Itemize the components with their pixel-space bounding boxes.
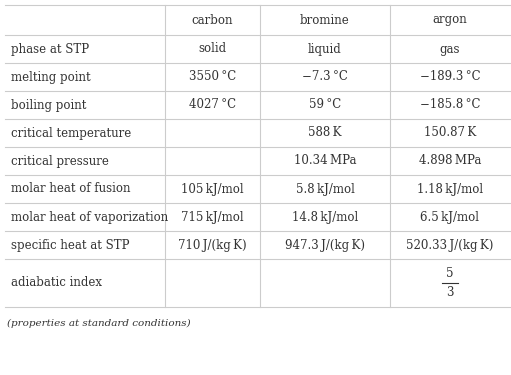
Text: 14.8 kJ/mol: 14.8 kJ/mol (292, 210, 358, 224)
Text: −189.3 °C: −189.3 °C (420, 70, 480, 84)
Text: argon: argon (433, 13, 468, 27)
Text: molar heat of vaporization: molar heat of vaporization (11, 210, 168, 224)
Text: critical temperature: critical temperature (11, 126, 131, 140)
Text: 520.33 J/(kg K): 520.33 J/(kg K) (406, 238, 494, 252)
Text: 3550 °C: 3550 °C (189, 70, 236, 84)
Text: (properties at standard conditions): (properties at standard conditions) (7, 319, 191, 328)
Text: liquid: liquid (308, 42, 342, 56)
Text: 947.3 J/(kg K): 947.3 J/(kg K) (285, 238, 365, 252)
Text: melting point: melting point (11, 70, 90, 84)
Text: specific heat at STP: specific heat at STP (11, 238, 129, 252)
Text: 4027 °C: 4027 °C (189, 99, 236, 111)
Text: 10.34 MPa: 10.34 MPa (294, 154, 356, 168)
Text: carbon: carbon (192, 13, 233, 27)
Text: phase at STP: phase at STP (11, 42, 89, 56)
Text: 588 K: 588 K (308, 126, 342, 140)
Text: 4.898 MPa: 4.898 MPa (419, 154, 481, 168)
Text: adiabatic index: adiabatic index (11, 276, 102, 290)
Text: 715 kJ/mol: 715 kJ/mol (181, 210, 244, 224)
Text: molar heat of fusion: molar heat of fusion (11, 183, 130, 195)
Text: critical pressure: critical pressure (11, 154, 109, 168)
Text: 3: 3 (446, 286, 454, 299)
Text: 6.5 kJ/mol: 6.5 kJ/mol (421, 210, 479, 224)
Text: 150.87 K: 150.87 K (424, 126, 476, 140)
Text: −7.3 °C: −7.3 °C (302, 70, 348, 84)
Text: 5.8 kJ/mol: 5.8 kJ/mol (295, 183, 355, 195)
Text: 59 °C: 59 °C (309, 99, 341, 111)
Text: 105 kJ/mol: 105 kJ/mol (181, 183, 244, 195)
Text: bromine: bromine (300, 13, 350, 27)
Text: 5: 5 (446, 267, 454, 280)
Text: solid: solid (198, 42, 226, 56)
Text: 710 J/(kg K): 710 J/(kg K) (178, 238, 247, 252)
Text: boiling point: boiling point (11, 99, 86, 111)
Text: −185.8 °C: −185.8 °C (420, 99, 480, 111)
Text: gas: gas (440, 42, 460, 56)
Text: 1.18 kJ/mol: 1.18 kJ/mol (417, 183, 483, 195)
